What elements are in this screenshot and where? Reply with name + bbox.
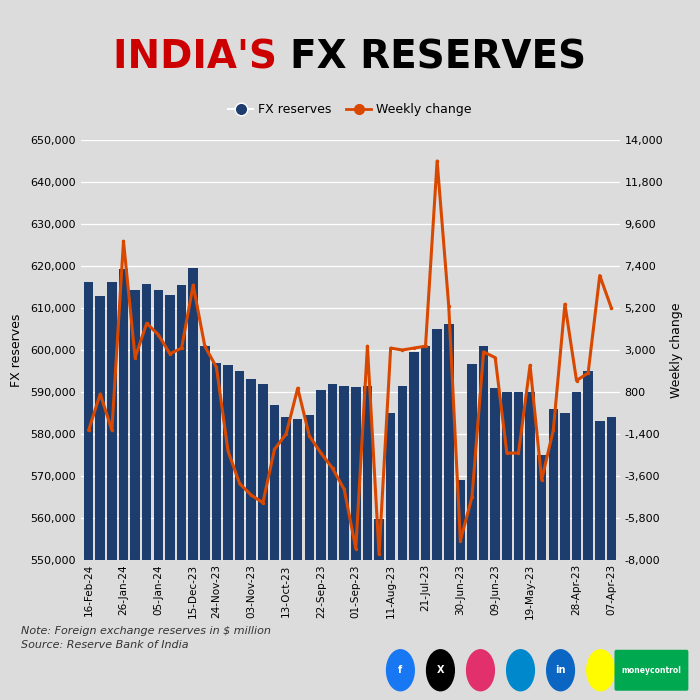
Bar	[84, 282, 93, 700]
Y-axis label: FX reserves: FX reserves	[10, 314, 23, 386]
Bar	[363, 386, 372, 700]
Bar	[351, 387, 360, 700]
Bar	[293, 419, 302, 700]
Text: INDIA'S: INDIA'S	[113, 38, 290, 76]
Circle shape	[467, 650, 494, 691]
Bar	[549, 409, 558, 700]
Bar	[130, 290, 140, 700]
Bar	[200, 346, 209, 700]
Bar	[142, 284, 151, 700]
Bar	[514, 392, 523, 700]
Bar	[386, 413, 396, 700]
Bar	[281, 417, 291, 700]
Bar	[456, 480, 465, 700]
Bar	[165, 295, 175, 700]
Circle shape	[507, 650, 534, 691]
Bar	[270, 405, 279, 700]
Bar	[479, 346, 489, 700]
Bar	[304, 415, 314, 700]
Bar	[560, 413, 570, 700]
Bar	[95, 296, 105, 700]
Bar	[258, 384, 267, 700]
Bar	[467, 364, 477, 700]
Legend: FX reserves, Weekly change: FX reserves, Weekly change	[223, 98, 477, 121]
Bar	[398, 386, 407, 700]
Bar	[246, 379, 256, 700]
Bar	[525, 392, 535, 700]
Bar	[223, 365, 233, 700]
FancyBboxPatch shape	[615, 650, 688, 691]
Text: in: in	[555, 665, 566, 676]
Y-axis label: Weekly change: Weekly change	[670, 302, 683, 398]
Bar	[374, 519, 384, 700]
Bar	[211, 363, 221, 700]
Bar	[537, 455, 547, 700]
Text: moneycontrol: moneycontrol	[622, 666, 681, 675]
Bar	[595, 421, 605, 700]
Text: Source: Reserve Bank of India: Source: Reserve Bank of India	[21, 640, 188, 650]
Circle shape	[587, 650, 615, 691]
Bar	[444, 323, 454, 700]
Bar	[421, 346, 430, 700]
Circle shape	[426, 650, 454, 691]
Bar	[188, 267, 198, 700]
Bar	[583, 371, 593, 700]
Bar	[328, 384, 337, 700]
Bar	[607, 417, 616, 700]
Bar	[340, 386, 349, 700]
Bar	[177, 285, 186, 700]
Bar	[572, 392, 581, 700]
Text: Note: Foreign exchange reserves in $ million: Note: Foreign exchange reserves in $ mil…	[21, 626, 271, 636]
Text: FX RESERVES: FX RESERVES	[290, 38, 587, 76]
Bar	[107, 282, 117, 700]
Circle shape	[386, 650, 414, 691]
Bar	[409, 352, 419, 700]
Bar	[491, 388, 500, 700]
Bar	[433, 329, 442, 700]
Bar	[119, 269, 128, 700]
Bar	[153, 290, 163, 700]
Text: X: X	[437, 665, 444, 676]
Bar	[502, 392, 512, 700]
Circle shape	[547, 650, 575, 691]
Bar	[235, 371, 244, 700]
Bar	[316, 390, 326, 700]
Text: f: f	[398, 665, 402, 676]
